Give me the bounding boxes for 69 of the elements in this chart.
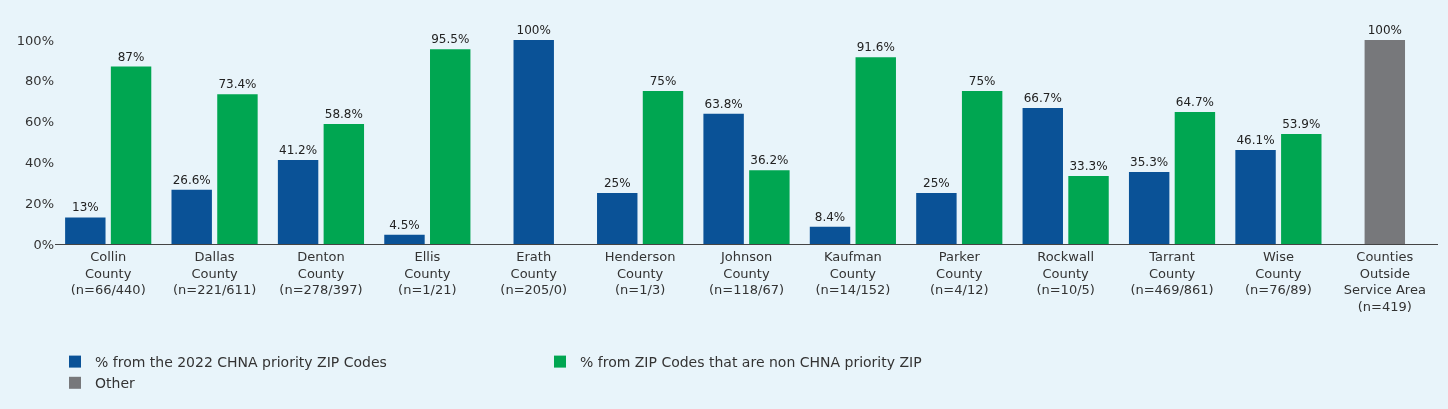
bar: [642, 91, 684, 244]
data-label: 41.2%: [279, 142, 318, 157]
bar: [1281, 134, 1322, 244]
x-tick-label: Erath County (n=205/0): [500, 248, 568, 298]
y-tick-label: 0%: [33, 236, 54, 252]
bar: [277, 159, 319, 244]
data-label: 53.9%: [1282, 117, 1321, 132]
bar: [1022, 107, 1063, 244]
data-label: 36.2%: [750, 153, 789, 168]
bar: [171, 189, 212, 244]
bar: [217, 94, 258, 244]
bar: [65, 217, 106, 244]
data-label: 33.3%: [1069, 159, 1108, 174]
data-label: 25%: [923, 176, 950, 190]
data-label: 87%: [117, 49, 145, 64]
bar: [1128, 171, 1170, 244]
bar: [809, 226, 851, 244]
data-label: 58.8%: [324, 107, 363, 122]
bar: [703, 113, 744, 244]
x-tick-label: Kaufman County (n=14/152): [815, 248, 891, 298]
data-label: 95.5%: [431, 32, 470, 47]
data-label: 4.5%: [389, 217, 420, 232]
bar: [430, 49, 471, 244]
x-tick-label: Parker County (n=4/12): [930, 248, 989, 298]
bar: [597, 193, 638, 244]
y-tick-label: 100%: [16, 32, 54, 48]
bar: [1068, 176, 1109, 244]
y-tick-label: 60%: [25, 114, 54, 130]
bar: [916, 193, 957, 244]
data-label: 100%: [516, 23, 551, 37]
bar: [855, 57, 896, 244]
data-label: 100%: [1367, 23, 1402, 37]
y-tick-label: 20%: [25, 195, 54, 211]
bar: [323, 124, 365, 244]
data-label: 75%: [649, 74, 677, 88]
bar: [1364, 40, 1406, 244]
data-label: 64.7%: [1175, 95, 1214, 110]
bar: [749, 170, 790, 244]
data-label: 8.4%: [814, 209, 846, 224]
x-tick-label: Dallas County (n=221/611): [172, 248, 257, 298]
x-tick-label: Johnson County (n=118/67): [708, 248, 785, 298]
x-tick-label: Denton County (n=278/397): [279, 248, 363, 298]
legend-label: Other: [95, 375, 135, 392]
x-tick-label: Collin County (n=66/440): [70, 248, 146, 298]
y-tick-label: 40%: [25, 154, 54, 170]
bar: [1174, 112, 1216, 244]
legend-label: % from ZIP Codes that are non CHNA priority ZIP: [580, 354, 922, 371]
data-label: 26.6%: [172, 172, 211, 187]
y-tick-label: 80%: [25, 73, 54, 89]
data-label: 91.6%: [856, 40, 895, 55]
x-tick-label: Tarrant County (n=469/861): [1130, 248, 1214, 298]
x-tick-label: Ellis County (n=1/21): [398, 248, 457, 298]
x-tick-label: Henderson County (n=1/3): [604, 248, 676, 298]
data-label: 13%: [71, 200, 99, 215]
data-label: 63.8%: [704, 96, 743, 111]
x-tick-label: Rockwall County (n=10/5): [1036, 248, 1095, 298]
bar: [384, 234, 425, 244]
data-label: 66.7%: [1023, 90, 1062, 105]
bar: [110, 66, 152, 244]
bar: [1235, 149, 1276, 244]
data-label: 73.4%: [218, 77, 257, 92]
data-label: 25%: [603, 176, 631, 190]
legend-label: % from the 2022 CHNA priority ZIP Codes: [95, 354, 387, 371]
data-label: 46.1%: [1236, 132, 1275, 147]
bar: [961, 91, 1003, 244]
data-label: 35.3%: [1130, 154, 1169, 169]
x-tick-label: Counties Outside Service Area (n=419): [1343, 248, 1426, 315]
x-tick-label: Wise County (n=76/89): [1245, 248, 1312, 298]
data-label: 75%: [968, 74, 996, 88]
